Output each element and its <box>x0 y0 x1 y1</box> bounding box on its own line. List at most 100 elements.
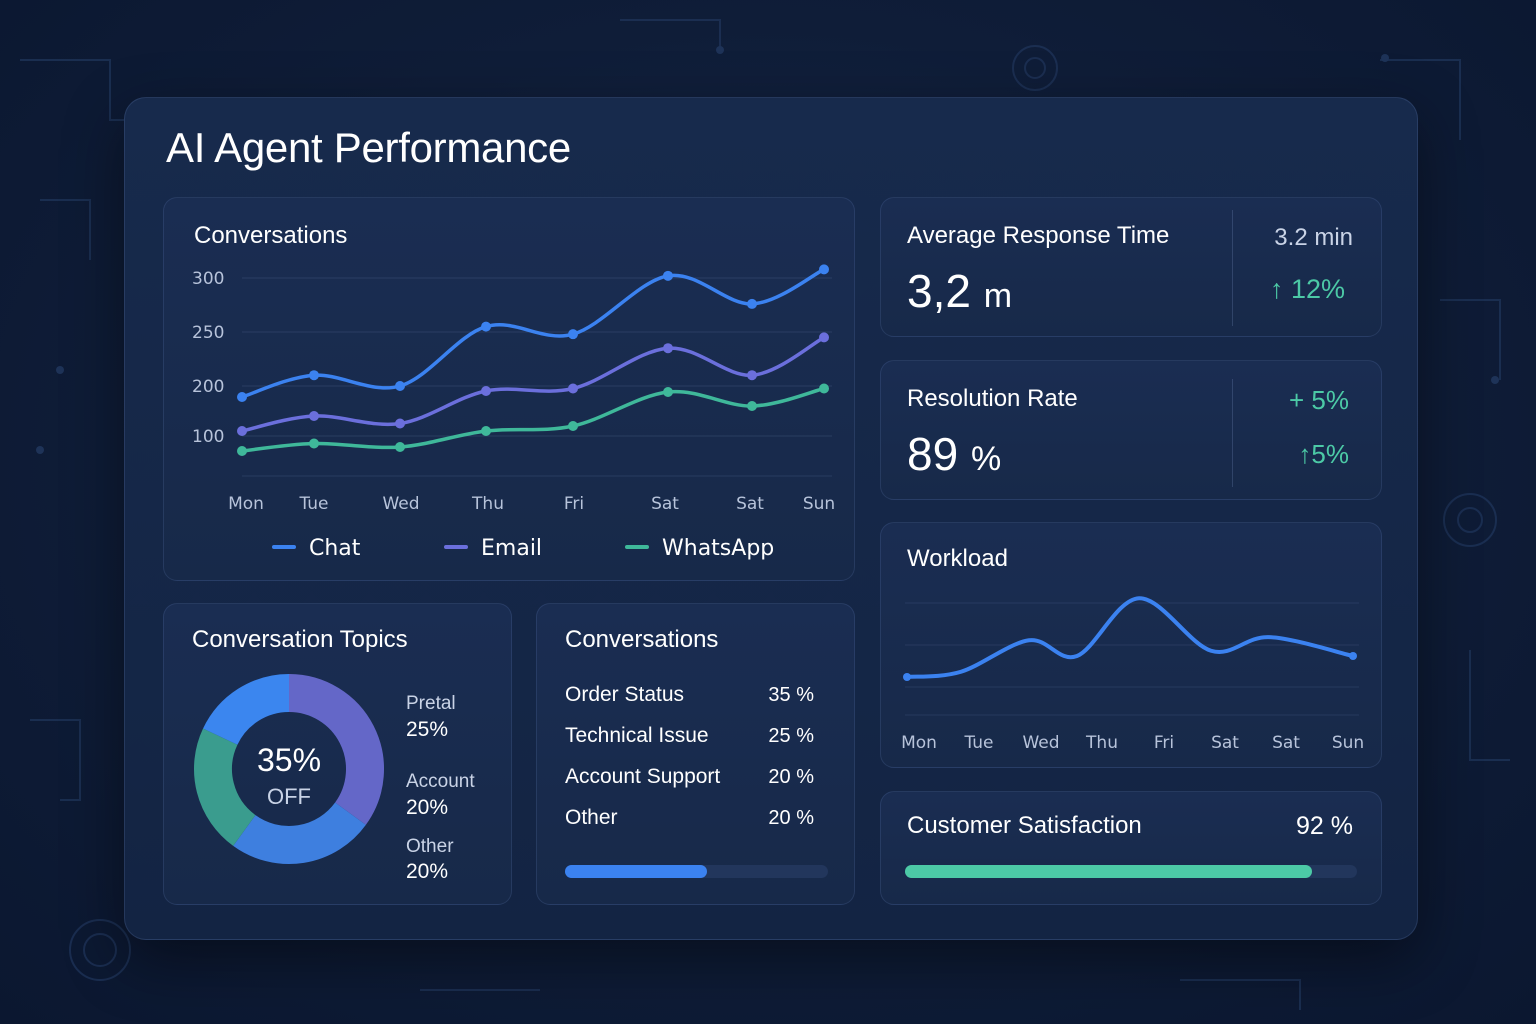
y-tick-label: 300 <box>192 269 224 289</box>
data-point <box>237 426 247 436</box>
legend-label: WhatsApp <box>662 536 774 561</box>
workload-line-chart: Mon Tue Wed Thu Fri Sat Sat Sun <box>901 596 1364 753</box>
avg-response-unit: m <box>983 277 1013 315</box>
donut-slice <box>194 728 257 846</box>
customer-satisfaction-label: Customer Satisfaction <box>907 812 1142 839</box>
data-point <box>747 298 757 309</box>
conversations-chart-card: Conversations 300 250 200 100 Mon Tue Wed Thu Fr… <box>163 197 855 581</box>
conversations-progress-fill <box>565 865 708 878</box>
x-tick-label: Thu <box>1085 733 1118 753</box>
x-tick-label: Fri <box>564 494 584 514</box>
donut-slice <box>288 674 384 825</box>
list-item-label: Technical Issue <box>565 724 709 747</box>
data-point <box>819 383 829 394</box>
resolution-rate-card: Resolution Rate 89 % + 5% ↑5% <box>880 360 1382 500</box>
workload-card: Workload Mon Tue Wed Thu Fri Sat Sat Sun <box>880 522 1382 768</box>
data-point <box>395 381 405 391</box>
avg-response-change: ↑ 12% <box>1270 274 1345 305</box>
data-point <box>819 264 829 275</box>
workload-line <box>905 596 1355 679</box>
page-title: AI Agent Performance <box>166 124 571 171</box>
data-point <box>395 442 405 452</box>
resolution-rate-value: 89 % <box>907 427 1001 481</box>
x-tick-label: Mon <box>901 733 937 753</box>
workload-title: Workload <box>907 545 1008 572</box>
data-point <box>237 392 247 402</box>
data-point <box>568 421 578 431</box>
satisfaction-progress-fill <box>905 865 1312 878</box>
data-point <box>568 329 578 340</box>
resolution-change-value: 5% <box>1311 439 1349 469</box>
data-point <box>481 321 491 332</box>
data-point <box>395 418 405 429</box>
topic-legend-value: 25% <box>406 718 449 741</box>
x-tick-label: Sun <box>1332 733 1364 753</box>
data-point <box>309 370 319 381</box>
avg-response-value: 3,2 m <box>907 264 1012 318</box>
avg-response-change-value: 12% <box>1290 274 1345 304</box>
list-item-label: Account Support <box>565 765 721 788</box>
topic-legend-label: Other <box>406 836 454 857</box>
list-item-value: 20 % <box>768 766 814 788</box>
conversation-topics-title: Conversation Topics <box>192 626 408 653</box>
topic-legend-value: 20% <box>406 796 449 819</box>
conversation-topics-card: Conversation Topics 35% OFF Pretal 25% A… <box>163 603 512 905</box>
data-point <box>309 411 319 421</box>
series-line-chat <box>240 267 826 399</box>
conversations-list-title: Conversations <box>565 626 719 653</box>
satisfaction-progress-track <box>905 865 1357 878</box>
x-tick-label: Mon <box>228 494 264 514</box>
resolution-change: ↑5% <box>1298 439 1349 470</box>
legend-label: Email <box>481 536 542 561</box>
x-tick-label: Tue <box>963 733 993 753</box>
conversations-list-card: Conversations Order Status 35 % Technica… <box>536 603 855 905</box>
y-tick-label: 100 <box>192 427 224 447</box>
customer-satisfaction-card: Customer Satisfaction 92 % <box>880 791 1382 905</box>
x-tick-label: Fri <box>1154 733 1174 753</box>
data-point <box>819 332 829 343</box>
y-tick-label: 250 <box>192 323 224 343</box>
donut-slice <box>233 801 366 864</box>
data-point <box>903 673 911 681</box>
list-item-label: Other <box>565 806 618 829</box>
data-point <box>663 343 673 354</box>
list-item-value: 25 % <box>768 725 814 747</box>
legend-label: Chat <box>309 536 361 561</box>
data-point <box>481 426 491 436</box>
x-tick-label: Sat <box>651 494 679 514</box>
series-line-email <box>240 335 826 433</box>
x-tick-label: Wed <box>1022 733 1059 753</box>
conversations-chart-title: Conversations <box>194 222 348 249</box>
topic-legend-value: 20% <box>406 860 449 883</box>
topic-legend-label: Pretal <box>406 693 456 714</box>
list-item-value: 35 % <box>768 684 814 706</box>
topic-legend-label: Account <box>406 771 475 792</box>
donut-center-value: 35% <box>256 742 322 778</box>
x-tick-label: Sun <box>803 494 835 514</box>
customer-satisfaction-value: 92 % <box>1296 812 1353 840</box>
avg-response-label: Average Response Time <box>907 222 1170 249</box>
data-point <box>663 270 673 281</box>
data-point <box>568 383 578 394</box>
x-tick-label: Thu <box>471 494 504 514</box>
conversations-line-chart: 300 250 200 100 Mon Tue Wed Thu Fri Sat Sat Sun Chat… <box>192 264 835 561</box>
data-point <box>1349 652 1357 660</box>
data-point <box>663 387 673 397</box>
arrow-up-icon: ↑ <box>1269 274 1284 304</box>
resolution-rate-number: 89 <box>907 428 959 480</box>
y-tick-label: 200 <box>192 377 224 397</box>
data-point <box>481 386 491 396</box>
x-tick-label: Sat <box>1211 733 1239 753</box>
x-tick-label: Tue <box>298 494 328 514</box>
list-item-value: 20 % <box>768 807 814 829</box>
data-point <box>309 438 319 449</box>
x-tick-label: Wed <box>382 494 419 514</box>
topics-donut-chart <box>194 674 384 864</box>
resolution-rate-label: Resolution Rate <box>907 385 1078 412</box>
list-item-label: Order Status <box>565 683 685 706</box>
avg-response-side-value: 3.2 min <box>1274 224 1353 251</box>
avg-response-card: Average Response Time 3,2 m 3.2 min ↑ 12… <box>880 197 1382 337</box>
x-tick-label: Sat <box>1272 733 1300 753</box>
avg-response-divider <box>1232 210 1233 326</box>
